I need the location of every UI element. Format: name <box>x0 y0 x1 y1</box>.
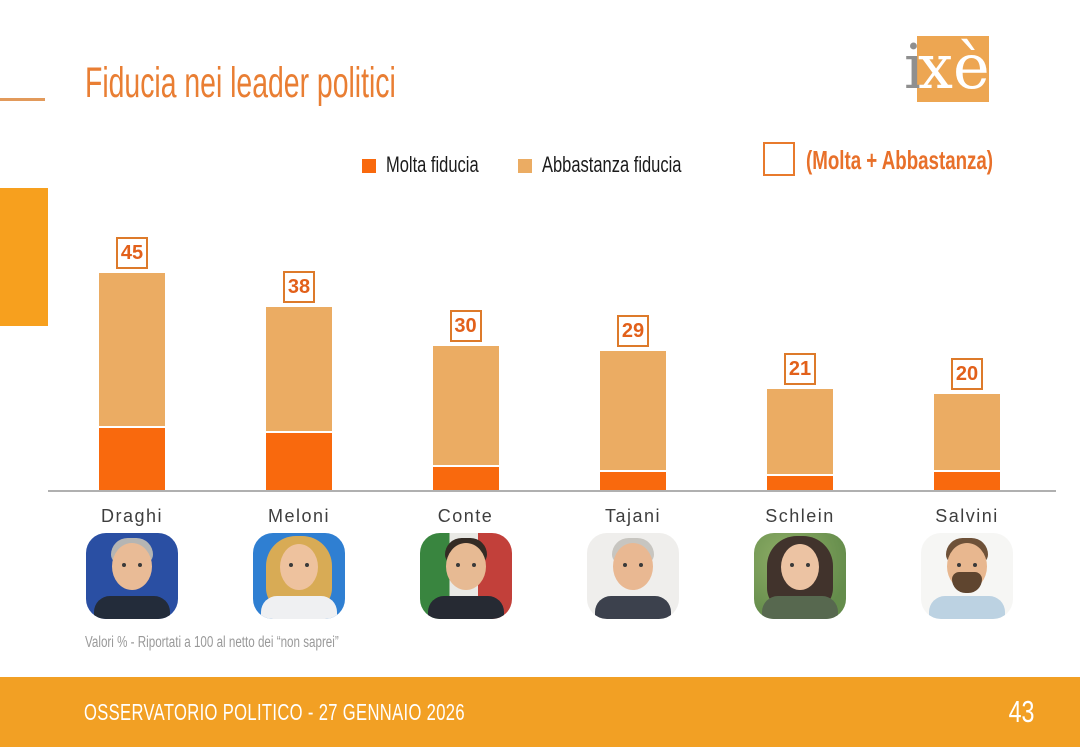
ixe-logo-letters-xe: xè <box>918 30 990 103</box>
eye-right-salvini <box>973 563 977 567</box>
eye-right-tajani <box>639 563 643 567</box>
bar-segment-abbastanza-salvini <box>934 394 1000 470</box>
bar-segment-molta-meloni <box>266 432 332 491</box>
shoulders-salvini <box>929 596 1005 619</box>
bar-segment-molta-draghi <box>99 428 165 491</box>
bar-segment-abbastanza-draghi <box>99 273 165 427</box>
shoulders-tajani <box>595 596 671 619</box>
combined-total-label: (Molta + Abbastanza) <box>806 145 994 175</box>
value-badge-schlein: 21 <box>784 353 816 386</box>
photo-draghi <box>86 533 178 619</box>
photo-schlein <box>754 533 846 619</box>
bar-segment-molta-salvini <box>934 471 1000 491</box>
page-title: Fiducia nei leader politici <box>85 60 556 106</box>
value-badge-conte: 30 <box>449 309 482 342</box>
shoulders-schlein <box>762 596 838 619</box>
face-meloni <box>280 544 318 590</box>
beard-salvini <box>952 572 982 593</box>
eye-right-schlein <box>806 563 810 567</box>
category-label-conte: Conte <box>437 506 494 526</box>
value-badge-salvini: 20 <box>951 358 983 391</box>
photo-meloni <box>253 533 345 619</box>
abbastanza-fiducia-label: Abbastanza fiducia <box>542 152 682 177</box>
accent-line <box>0 98 45 101</box>
accent-block <box>0 188 48 326</box>
page-title-text: Fiducia nei leader politici <box>85 59 396 107</box>
category-label-tajani: Tajani <box>604 506 662 526</box>
face-conte <box>445 543 486 590</box>
eye-left-meloni <box>289 563 293 567</box>
eye-right-meloni <box>305 563 309 567</box>
photo-conte <box>419 533 512 619</box>
eye-left-salvini <box>957 563 961 567</box>
shoulders-conte <box>427 596 504 619</box>
abbastanza-fiducia-swatch <box>518 159 532 173</box>
shoulders-draghi <box>94 596 170 619</box>
face-schlein <box>781 544 819 590</box>
category-label-meloni: Meloni <box>267 506 331 526</box>
shoulders-meloni <box>261 596 337 619</box>
photo-tajani <box>587 533 679 619</box>
page-number: 43 <box>1008 694 1034 729</box>
value-badge-meloni: 38 <box>283 271 315 304</box>
combined-total-swatch <box>763 142 795 176</box>
molta-fiducia-swatch <box>362 159 376 173</box>
bar-segment-abbastanza-schlein <box>767 389 833 475</box>
bar-segment-abbastanza-meloni <box>266 307 332 431</box>
value-badge-tajani: 29 <box>617 314 649 347</box>
bar-segment-molta-tajani <box>600 471 666 491</box>
bar-segment-molta-conte <box>432 466 499 491</box>
bar-segment-abbastanza-tajani <box>600 350 666 470</box>
footnote: Valori % - Riportati a 100 al netto dei … <box>85 634 339 651</box>
eye-left-schlein <box>790 563 794 567</box>
x-axis-line <box>48 490 1056 492</box>
category-label-salvini: Salvini <box>935 506 999 526</box>
eye-right-draghi <box>138 563 142 567</box>
footer-bar: OSSERVATORIO POLITICO - 27 GENNAIO 2026 … <box>0 677 1080 747</box>
face-draghi <box>112 543 152 590</box>
eye-left-conte <box>455 563 460 567</box>
ixe-logo-square <box>917 36 989 102</box>
ixe-logo: i xè <box>903 28 995 108</box>
eye-right-conte <box>471 563 476 567</box>
category-label-schlein: Schlein <box>765 506 835 526</box>
eye-left-tajani <box>623 563 627 567</box>
photo-salvini <box>921 533 1013 619</box>
ixe-logo-letter-i: i <box>904 30 924 103</box>
footer-title: OSSERVATORIO POLITICO - 27 GENNAIO 2026 <box>84 698 465 725</box>
bar-segment-abbastanza-conte <box>432 345 499 465</box>
value-badge-draghi: 45 <box>116 237 148 270</box>
category-label-draghi: Draghi <box>100 506 164 526</box>
bar-segment-molta-schlein <box>767 476 833 491</box>
eye-left-draghi <box>122 563 126 567</box>
molta-fiducia-label: Molta fiducia <box>386 152 479 177</box>
face-tajani <box>613 543 653 590</box>
